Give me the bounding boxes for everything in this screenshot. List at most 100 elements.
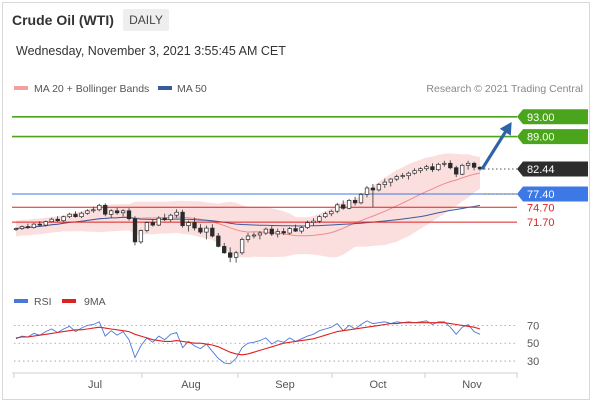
- tag-93.00-text: 93.00: [527, 112, 555, 124]
- candle-body: [471, 162, 477, 168]
- candle: [364, 186, 370, 198]
- tag-last-price-box: [517, 161, 588, 177]
- tag-74.70-text: 74.70: [527, 202, 555, 214]
- candle-body: [341, 204, 346, 209]
- tag-last-price-text: 82.44: [527, 164, 555, 176]
- candle: [192, 217, 197, 231]
- candle: [400, 173, 405, 179]
- candle: [394, 174, 399, 182]
- candle-body: [293, 228, 298, 232]
- candle-body: [400, 175, 405, 177]
- candle-body: [25, 226, 31, 228]
- candle-body: [222, 246, 227, 254]
- candle: [263, 227, 269, 235]
- candle: [85, 209, 90, 215]
- rsi-tick-label: 30: [527, 356, 539, 368]
- candle-body: [287, 228, 292, 234]
- x-tick-label: Oct: [369, 379, 386, 391]
- chart-frame: [2, 2, 590, 400]
- candle-body: [67, 213, 72, 218]
- candle: [358, 192, 364, 205]
- moving-averages: [15, 172, 481, 237]
- candle-body: [305, 222, 310, 228]
- candle: [109, 209, 114, 218]
- legend-ma20-label: MA 20 + Bollinger Bands: [34, 83, 149, 95]
- candle: [233, 250, 239, 263]
- candle-body: [37, 223, 42, 226]
- candle: [25, 223, 31, 230]
- tag-89.00: 89.00: [517, 129, 588, 145]
- candle: [287, 227, 292, 235]
- candle-body: [192, 222, 197, 229]
- candle-body: [412, 170, 417, 174]
- tag-77.40-box: [517, 186, 588, 202]
- candle-body: [454, 167, 459, 175]
- candle-body: [239, 239, 245, 254]
- x-tick-label: Nov: [462, 379, 482, 391]
- candle-body: [168, 214, 173, 221]
- candle: [37, 221, 42, 227]
- candle-body: [311, 220, 316, 223]
- candle-body: [91, 209, 96, 212]
- candle: [204, 225, 209, 240]
- candle-body: [245, 235, 251, 240]
- candle: [156, 216, 161, 227]
- candle: [126, 208, 132, 221]
- candle-body: [251, 234, 257, 237]
- candle: [465, 160, 471, 170]
- candle: [275, 228, 280, 238]
- candle-body: [198, 227, 203, 233]
- candle: [144, 221, 150, 233]
- candle: [460, 163, 465, 176]
- candle: [430, 163, 435, 173]
- candle: [13, 227, 19, 232]
- candle-body: [436, 163, 441, 171]
- instrument-title: Crude Oil (WTI): [12, 12, 114, 28]
- candle: [329, 209, 334, 217]
- candle: [317, 215, 322, 224]
- candle: [61, 215, 66, 222]
- candle-body: [317, 216, 322, 222]
- rsi-legend: RSI 9MA: [14, 296, 106, 308]
- candle-body: [144, 222, 150, 231]
- candle: [55, 216, 60, 223]
- candle-body: [465, 162, 471, 166]
- legend-rsi-swatch: [14, 299, 28, 303]
- tag-71.70: 71.70: [527, 217, 555, 229]
- candle-body: [418, 168, 423, 172]
- candle-body: [43, 221, 48, 226]
- legend-9ma-label: 9MA: [84, 296, 106, 308]
- candle: [228, 247, 233, 263]
- candle: [97, 203, 102, 212]
- legend-9ma-swatch: [62, 299, 76, 303]
- tag-77.40-text: 77.40: [527, 189, 555, 201]
- candle-body: [79, 212, 84, 218]
- legend: MA 20 + Bollinger Bands MA 50 Research ©…: [14, 83, 583, 95]
- candle: [168, 213, 173, 222]
- candle-body: [257, 232, 263, 236]
- candle-body: [299, 227, 304, 232]
- candle-body: [228, 252, 233, 258]
- ma50-line: [15, 204, 481, 230]
- tag-93.00: 93.00: [517, 109, 588, 125]
- candle: [216, 233, 221, 248]
- candle-body: [61, 216, 66, 222]
- candle-body: [275, 231, 280, 235]
- timeframe-badge[interactable]: DAILY: [123, 9, 169, 31]
- candle: [454, 165, 459, 178]
- tag-93.00-box: [517, 109, 588, 125]
- candle-body: [430, 166, 435, 171]
- candle: [257, 231, 263, 240]
- x-tick-label: Jul: [88, 379, 102, 391]
- candle: [406, 171, 411, 180]
- candle: [174, 209, 179, 218]
- candle-body: [132, 218, 138, 243]
- candle: [323, 211, 328, 219]
- legend-ma20-swatch: [14, 86, 28, 90]
- candle: [222, 242, 227, 254]
- candle-body: [233, 252, 239, 258]
- candle-body: [13, 228, 19, 230]
- candle: [299, 226, 304, 234]
- rsi-series-rsi: [15, 320, 481, 365]
